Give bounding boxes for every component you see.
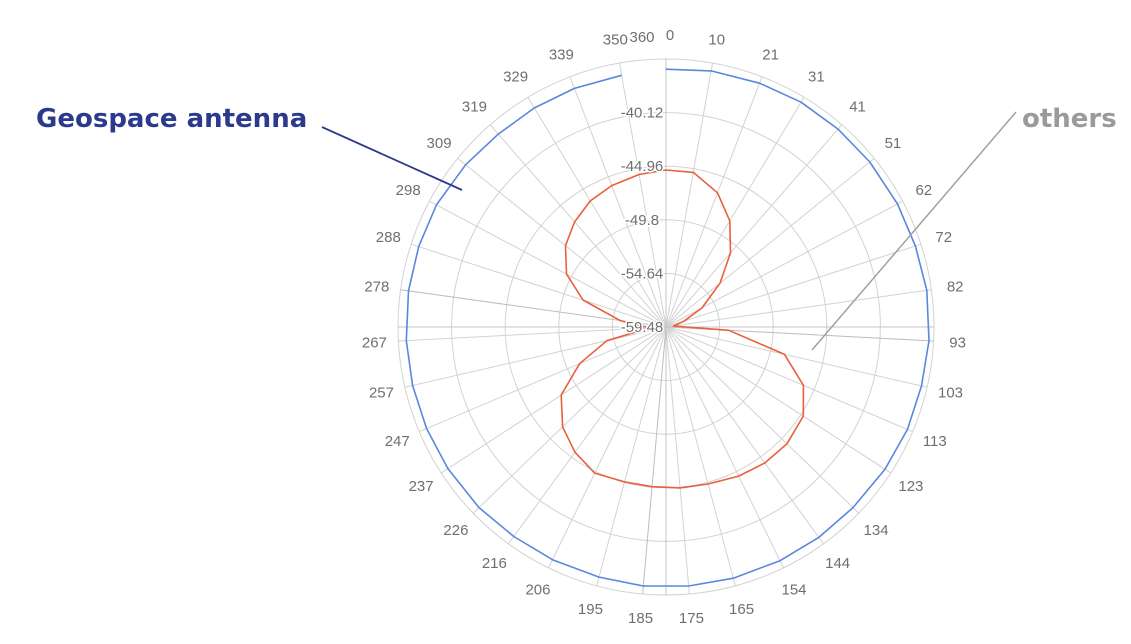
grid-spoke — [404, 326, 667, 388]
angle-tick-label: 0 — [666, 27, 674, 44]
radial-tick-label: -54.64 — [621, 265, 664, 282]
radial-tick-label: -44.96 — [621, 158, 664, 175]
radial-tick-labels: -59.48 -54.64 -49.8 -44.96 -40.12 — [619, 103, 665, 337]
radial-tick-label: -59.48 — [621, 319, 664, 336]
angle-tick-label: 360 — [629, 29, 654, 46]
angle-tick-label: 206 — [525, 581, 550, 598]
grid-spoke — [398, 326, 667, 342]
grid-spoke — [665, 326, 860, 514]
geospace-leader-line — [321, 126, 463, 191]
grid-spoke — [665, 326, 736, 586]
angle-tick-label: 103 — [938, 385, 963, 402]
grid-spoke — [665, 76, 763, 328]
geospace-antenna-label: Geospace antenna — [36, 104, 308, 134]
grid-spoke — [665, 97, 805, 328]
angle-tick-label: 339 — [549, 46, 574, 63]
angle-tick-label: 134 — [864, 522, 889, 539]
angle-tick-label: 31 — [808, 69, 825, 86]
grid-spoke — [665, 157, 875, 328]
angular-grid-spokes — [398, 59, 934, 595]
angle-tick-label: 93 — [949, 334, 966, 351]
series-layer — [405, 68, 930, 587]
angle-tick-label: 10 — [708, 31, 725, 48]
angle-tick-label: 144 — [825, 555, 850, 572]
grid-spoke — [472, 326, 667, 514]
angle-tick-label: 350 — [603, 31, 628, 48]
angle-tick-label: 319 — [462, 99, 487, 116]
angle-tick-label: 237 — [409, 478, 434, 495]
angle-tick-label: 62 — [915, 182, 932, 199]
angle-tick-label: 41 — [849, 99, 866, 116]
grid-spoke — [665, 326, 824, 545]
grid-spoke — [665, 243, 922, 328]
angle-tick-label: 165 — [729, 601, 754, 618]
angle-tick-label: 267 — [362, 334, 387, 351]
angle-tick-label: 175 — [679, 610, 704, 627]
angle-tick-label: 154 — [781, 581, 806, 598]
grid-spoke — [665, 326, 928, 388]
angle-tick-label: 247 — [385, 433, 410, 450]
angle-tick-label: 113 — [923, 433, 947, 450]
grid-spoke — [665, 326, 892, 474]
grid-spoke — [527, 97, 667, 328]
grid-spoke — [489, 124, 667, 328]
grid-spoke — [508, 326, 667, 545]
grid-spoke — [440, 326, 667, 474]
angle-tick-label: 226 — [443, 522, 468, 539]
grid-spoke — [665, 62, 714, 328]
angular-tick-labels: 0 10 21 31 41 51 62 72 82 93 103 113 123 134 144 154 165… — [362, 27, 966, 627]
grid-spoke — [642, 326, 667, 595]
angle-tick-label: 309 — [427, 135, 452, 152]
grid-spoke — [665, 289, 932, 328]
angle-tick-label: 278 — [364, 278, 389, 295]
angle-tick-label: 72 — [935, 229, 952, 246]
grid-spoke — [665, 124, 843, 328]
angle-tick-label: 185 — [628, 610, 653, 627]
grid-spoke — [548, 326, 667, 569]
series-line-1 — [405, 68, 930, 587]
angle-tick-label: 195 — [578, 601, 603, 618]
grid-spoke — [665, 326, 784, 569]
angle-tick-label: 51 — [885, 135, 902, 152]
grid-spoke — [596, 326, 667, 586]
angle-tick-label: 288 — [376, 229, 401, 246]
grid-spoke — [410, 243, 667, 328]
others-label: others — [1022, 104, 1117, 134]
angle-tick-label: 257 — [369, 385, 394, 402]
radial-tick-label: -40.12 — [621, 105, 664, 122]
grid-spoke — [665, 326, 913, 433]
grid-spoke — [429, 200, 667, 328]
angle-tick-label: 21 — [762, 46, 779, 63]
angle-tick-label: 123 — [898, 478, 923, 495]
grid-spoke — [618, 62, 667, 328]
grid-spoke — [419, 326, 667, 433]
angle-tick-label: 82 — [947, 278, 964, 295]
others-leader-line — [811, 111, 1017, 351]
annotation-leaders — [321, 111, 1017, 351]
angle-tick-label: 298 — [396, 182, 421, 199]
grid-spoke — [665, 326, 690, 595]
grid-spoke — [665, 200, 903, 328]
series-line-2 — [560, 169, 805, 489]
angle-tick-label: 329 — [503, 69, 528, 86]
grid-spoke — [569, 76, 667, 328]
angle-tick-label: 216 — [482, 555, 507, 572]
radial-tick-label: -49.8 — [625, 212, 659, 229]
grid-spoke — [457, 157, 667, 328]
